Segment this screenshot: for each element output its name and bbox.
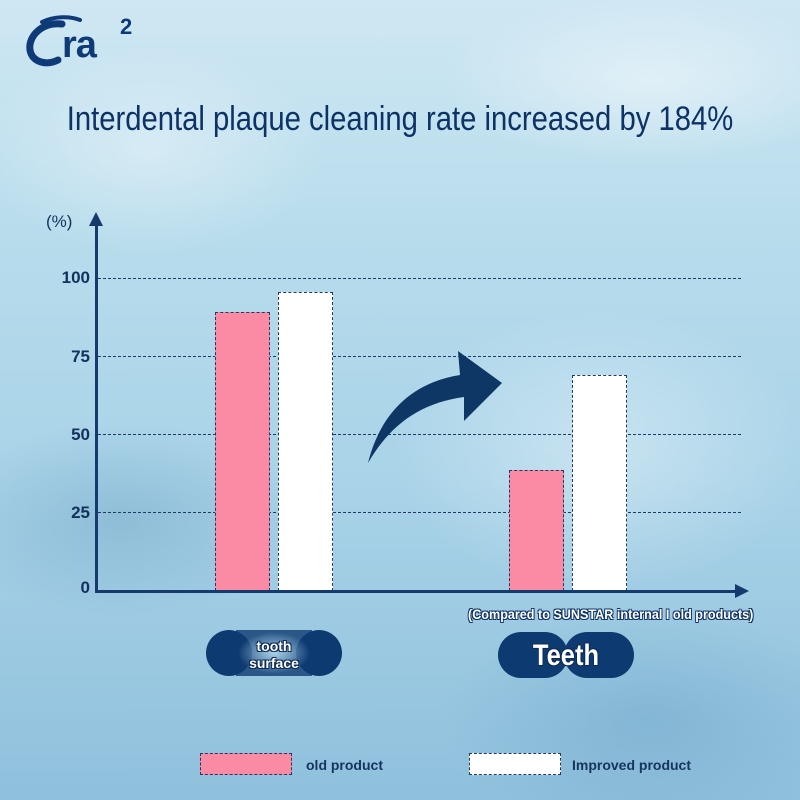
bar-tooth-surface-old: [215, 312, 270, 591]
category-label-line2: surface: [249, 655, 299, 671]
curved-increase-arrow-icon: [368, 351, 502, 463]
logo-text: ra: [62, 24, 97, 66]
ora2-logo-icon: [26, 15, 82, 67]
gridline-50: [98, 434, 741, 435]
y-tick-50: 50: [71, 425, 90, 444]
legend-label-improved-product: Improved product: [572, 757, 692, 773]
x-axis-arrow-icon: [735, 584, 749, 598]
category-label: Teeth: [532, 639, 600, 672]
y-tick-0: 0: [80, 578, 90, 597]
y-axis-unit: (%): [46, 212, 73, 231]
gridline-100: [98, 278, 741, 279]
x-axis: [95, 590, 737, 593]
y-tick-25: 25: [71, 503, 90, 522]
gridline-25: [98, 512, 741, 513]
legend-swatch-improved-product: [469, 753, 561, 775]
y-axis: [95, 225, 98, 591]
y-tick-75: 75: [71, 347, 90, 366]
bar-teeth-old: [509, 470, 564, 591]
gridline-75: [98, 356, 741, 357]
legend-swatch-old-product: [200, 753, 292, 775]
bar-teeth-improved: [572, 375, 627, 591]
chart-title: Interdental plaque cleaning rate increas…: [66, 100, 734, 138]
category-teeth: Teeth: [498, 632, 634, 678]
y-axis-arrow-icon: [89, 212, 103, 226]
bar-tooth-surface-improved: [278, 292, 333, 591]
category-label-line1: tooth: [256, 638, 292, 654]
comparison-note: (Compared to SUNSTAR internal I old prod…: [468, 606, 754, 622]
y-tick-100: 100: [61, 268, 90, 287]
category-tooth-surface: tooth surface: [206, 630, 342, 676]
logo-superscript: 2: [120, 14, 133, 39]
legend-label-old-product: old product: [306, 757, 383, 773]
